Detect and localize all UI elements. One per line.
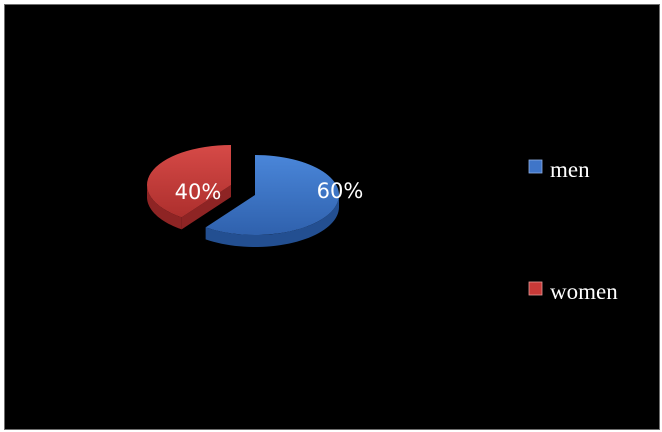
legend-entry-men: men: [528, 157, 590, 182]
pie-chart: 60% 40% men women: [146, 145, 618, 304]
legend-label-women: women: [550, 279, 618, 304]
pie-slice-women-top: [146, 145, 231, 218]
legend-label-men: men: [550, 157, 590, 182]
pie-slice-women-side: [147, 185, 182, 230]
data-label-women: 40%: [175, 180, 222, 204]
legend: men women: [528, 157, 618, 304]
legend-swatch-men: [528, 159, 543, 174]
pie-slice-women: [146, 145, 231, 230]
legend-swatch-women: [528, 281, 543, 296]
pie-slice-men-side: [205, 195, 339, 247]
pie-slice-men-top: [205, 155, 339, 235]
pie-slice-women-face: [181, 185, 231, 230]
data-labels-layer: 60% 40%: [175, 179, 364, 204]
chart-area: 60% 40% men women: [4, 4, 660, 430]
slices-layer: [146, 145, 339, 247]
legend-entry-women: women: [528, 279, 618, 304]
pie-slice-men: [205, 155, 339, 247]
data-label-men: 60%: [317, 179, 364, 203]
